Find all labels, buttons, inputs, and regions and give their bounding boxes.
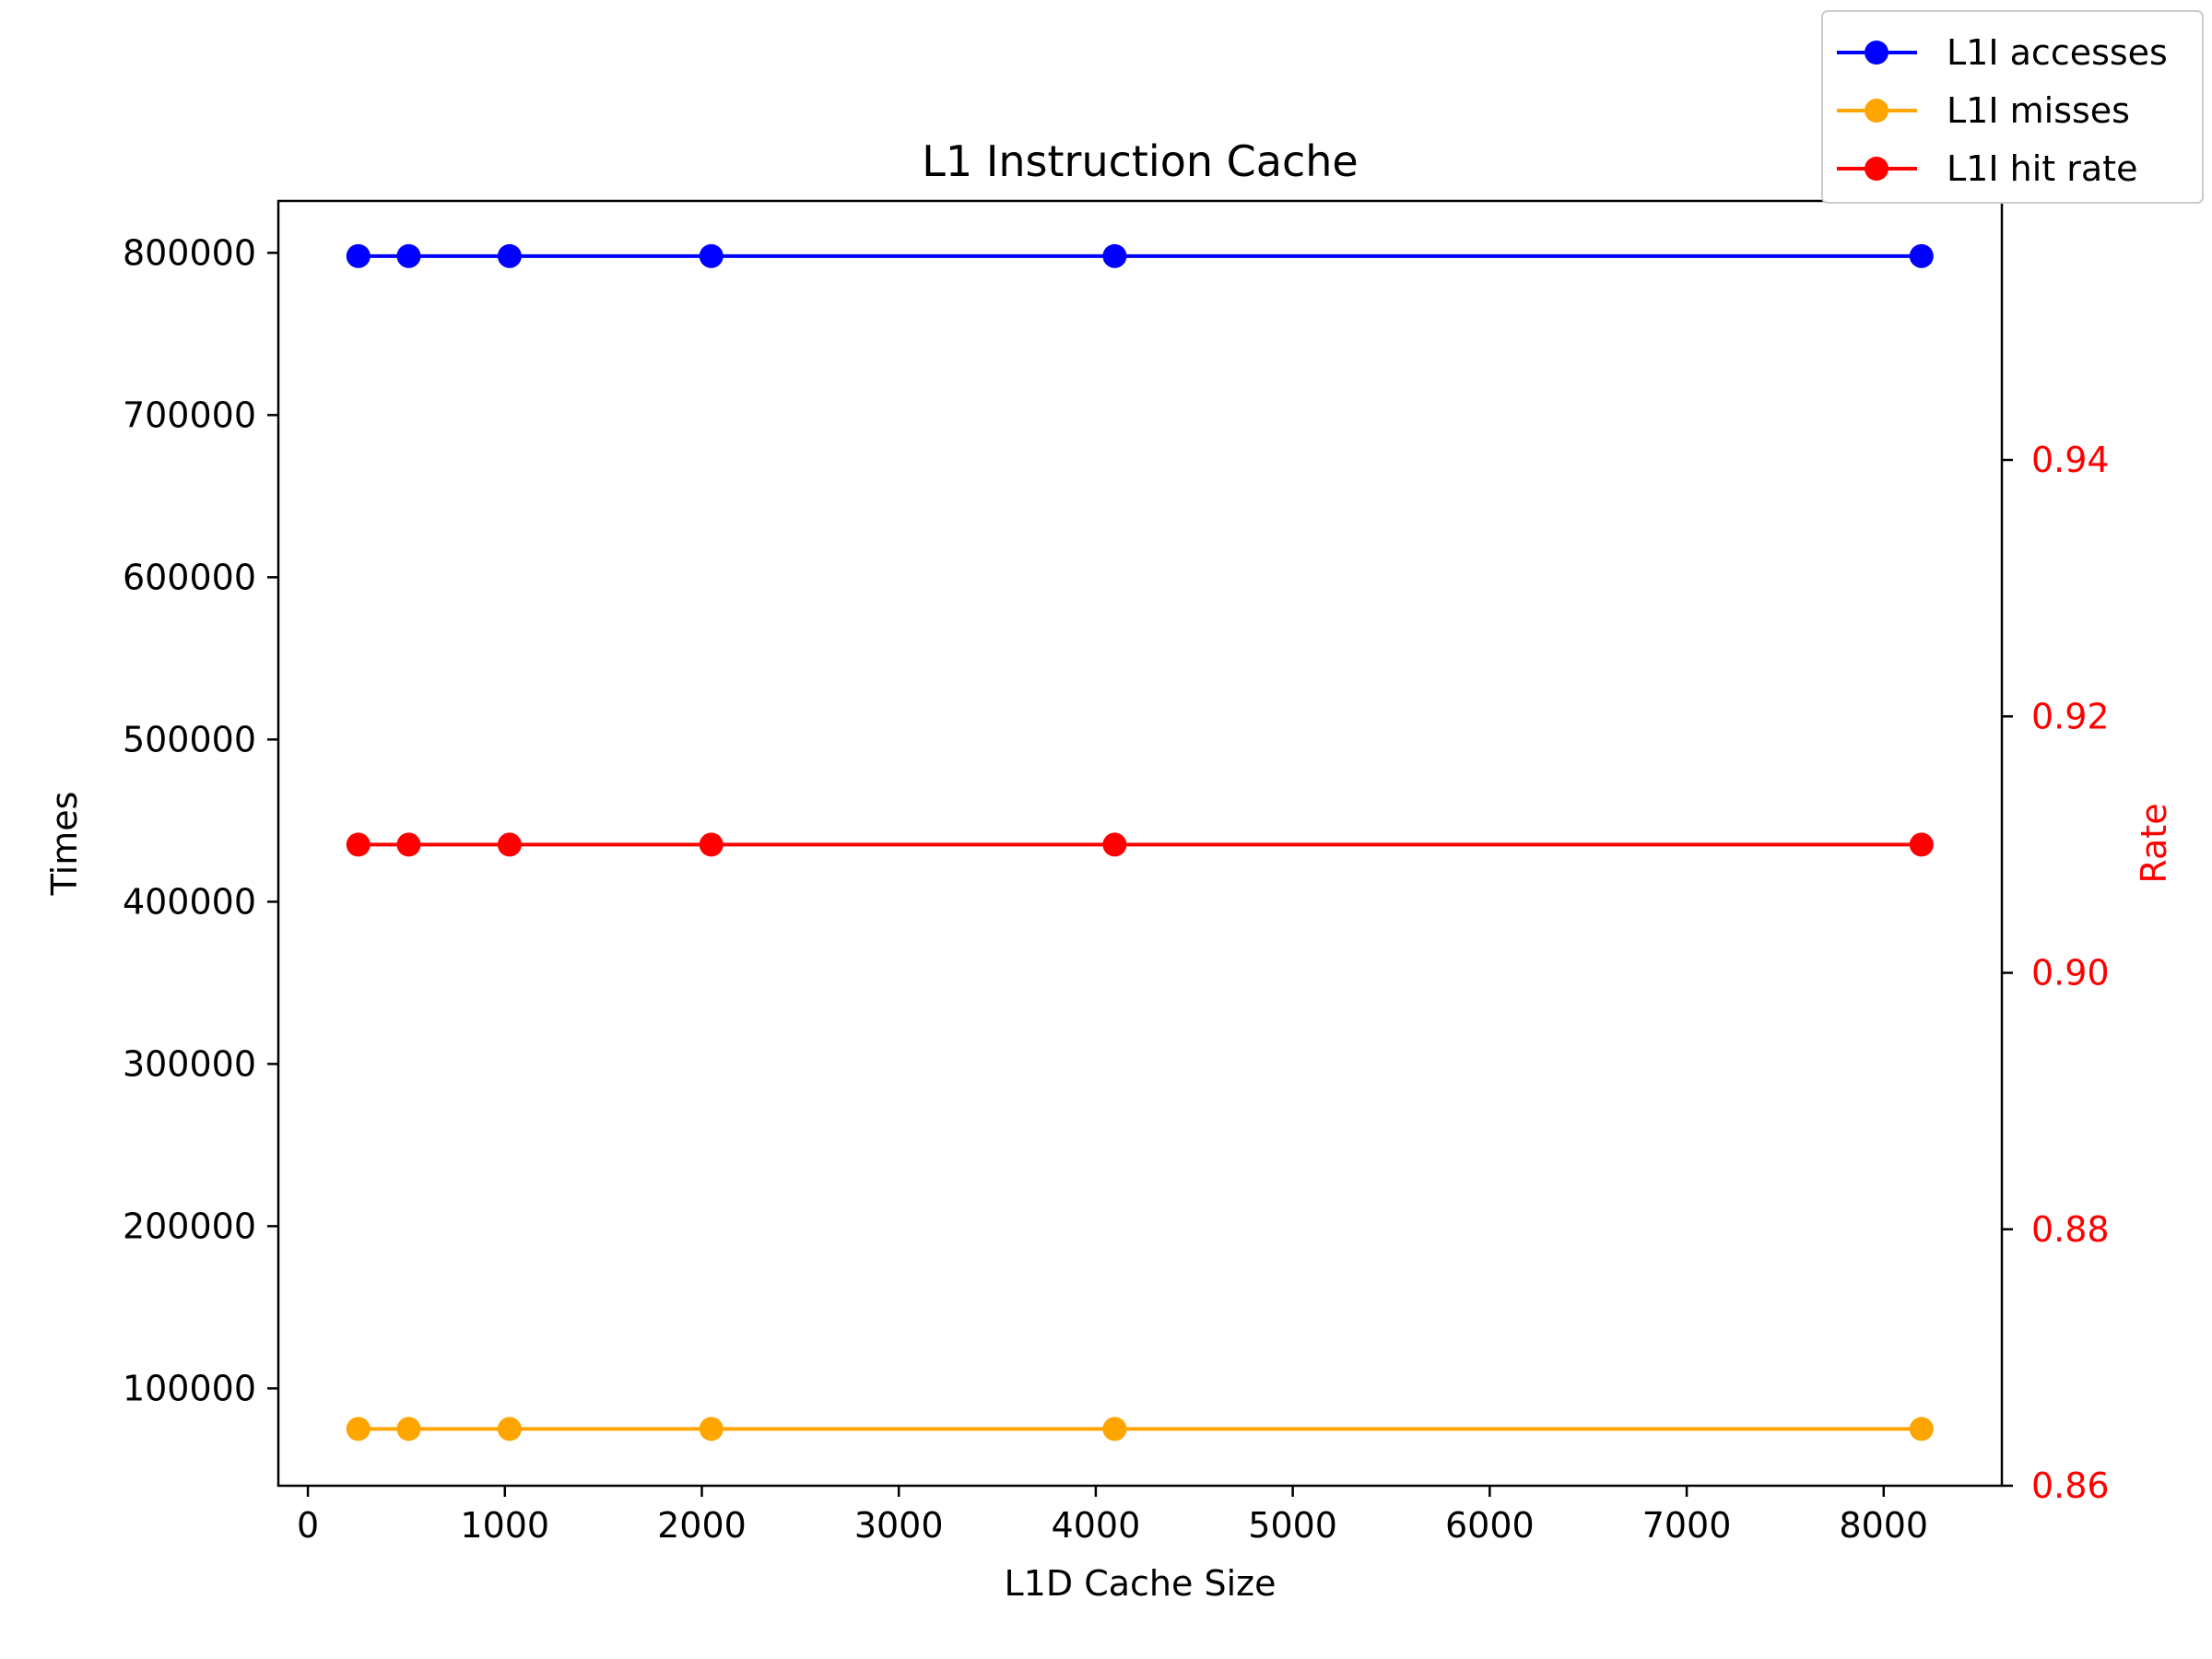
chart-title: L1 Instruction Cache <box>922 136 1358 186</box>
legend-marker <box>1865 41 1888 65</box>
legend-marker <box>1865 99 1888 123</box>
x-tick-label: 4000 <box>1052 1505 1141 1546</box>
legend: L1I accesses L1I misses L1I hit rate <box>1821 10 2204 204</box>
data-point <box>1102 1417 1127 1441</box>
x-axis: 0 1000 2000 3000 4000 5000 6000 7000 8000 <box>297 1486 1928 1546</box>
series-l1i-hit-rate <box>346 832 1934 857</box>
data-point <box>699 243 724 268</box>
y2-tick-label: 0.92 <box>2031 696 2110 736</box>
data-point <box>396 1417 421 1441</box>
data-point <box>497 832 522 857</box>
y-tick-label: 200000 <box>123 1206 256 1246</box>
data-point <box>1909 243 1934 268</box>
legend-item: L1I accesses <box>1837 32 2168 73</box>
data-point <box>1102 832 1127 857</box>
data-point <box>1909 832 1934 857</box>
legend-item: L1I misses <box>1837 90 2130 131</box>
x-tick-label: 2000 <box>657 1505 747 1546</box>
y-tick-label: 800000 <box>123 232 256 273</box>
data-point <box>346 243 371 268</box>
y2-tick-label: 0.90 <box>2031 953 2110 994</box>
y-tick-label: 500000 <box>123 719 256 759</box>
y-tick-label: 600000 <box>123 557 256 597</box>
y2-tick-label: 0.88 <box>2031 1209 2110 1250</box>
data-point <box>699 832 724 857</box>
data-point <box>346 832 371 857</box>
y-axis-right: 0.86 0.88 0.90 0.92 0.94 <box>2002 440 2110 1506</box>
x-tick-label: 0 <box>297 1505 319 1546</box>
series-l1i-misses <box>346 1417 1934 1441</box>
x-tick-label: 1000 <box>460 1505 549 1546</box>
y-tick-label: 100000 <box>123 1368 256 1408</box>
series-layer <box>346 243 1934 1441</box>
y2-tick-label: 0.94 <box>2031 440 2110 480</box>
y-axis-label: Times <box>44 792 85 897</box>
x-tick-label: 5000 <box>1248 1505 1337 1546</box>
legend-item: L1I hit rate <box>1837 148 2137 189</box>
legend-box <box>1821 10 2204 204</box>
x-tick-label: 7000 <box>1642 1505 1732 1546</box>
x-tick-label: 6000 <box>1445 1505 1535 1546</box>
y-tick-label: 300000 <box>123 1043 256 1084</box>
legend-marker <box>1865 157 1888 181</box>
data-point <box>1102 243 1127 268</box>
y-tick-label: 700000 <box>123 394 256 435</box>
legend-label: L1I misses <box>1947 90 2130 131</box>
data-point <box>396 832 421 857</box>
x-tick-label: 3000 <box>854 1505 944 1546</box>
data-point <box>396 243 421 268</box>
data-point <box>699 1417 724 1441</box>
data-point <box>497 243 522 268</box>
series-l1i-accesses <box>346 243 1934 268</box>
legend-label: L1I hit rate <box>1947 148 2137 189</box>
data-point <box>1909 1417 1934 1441</box>
y2-axis-label: Rate <box>2134 803 2174 883</box>
x-axis-label: L1D Cache Size <box>1005 1563 1277 1604</box>
y-tick-label: 400000 <box>123 881 256 922</box>
y2-tick-label: 0.86 <box>2031 1465 2110 1506</box>
x-tick-label: 8000 <box>1839 1505 1928 1546</box>
legend-label: L1I accesses <box>1947 32 2168 73</box>
y-axis-left: 100000 200000 300000 400000 500000 600000 7000… <box>123 232 278 1408</box>
data-point <box>346 1417 371 1441</box>
data-point <box>497 1417 522 1441</box>
